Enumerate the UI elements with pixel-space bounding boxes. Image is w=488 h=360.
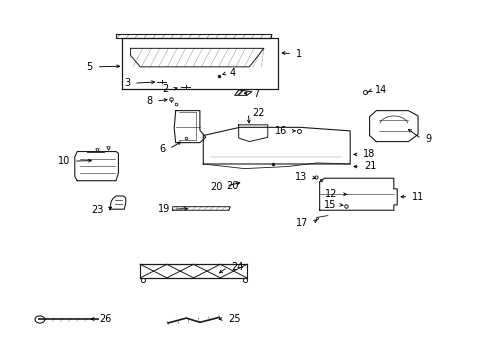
Text: 5: 5 — [86, 62, 93, 72]
Text: 19: 19 — [157, 204, 169, 214]
Text: 21: 21 — [363, 162, 375, 171]
Text: 9: 9 — [425, 134, 430, 144]
Text: 23: 23 — [91, 205, 103, 215]
Text: 4: 4 — [229, 68, 236, 78]
Text: 10: 10 — [58, 156, 70, 166]
Text: 25: 25 — [227, 314, 240, 324]
Text: 26: 26 — [100, 314, 112, 324]
Text: 16: 16 — [275, 126, 287, 136]
Text: 3: 3 — [123, 78, 130, 88]
Text: 8: 8 — [146, 96, 152, 106]
Text: 13: 13 — [295, 172, 307, 182]
Text: 6: 6 — [159, 144, 165, 154]
Text: 20: 20 — [225, 181, 238, 192]
Text: 7: 7 — [253, 89, 259, 99]
Text: 14: 14 — [375, 85, 387, 95]
Text: 15: 15 — [324, 200, 336, 210]
Text: 2: 2 — [163, 84, 168, 94]
Text: 22: 22 — [252, 108, 264, 118]
Text: 1: 1 — [295, 49, 302, 59]
Text: 12: 12 — [325, 189, 337, 199]
Text: 11: 11 — [411, 192, 424, 202]
Text: 18: 18 — [362, 149, 374, 159]
Text: 24: 24 — [231, 262, 244, 272]
Text: 17: 17 — [296, 218, 308, 228]
Text: 20: 20 — [210, 182, 223, 192]
